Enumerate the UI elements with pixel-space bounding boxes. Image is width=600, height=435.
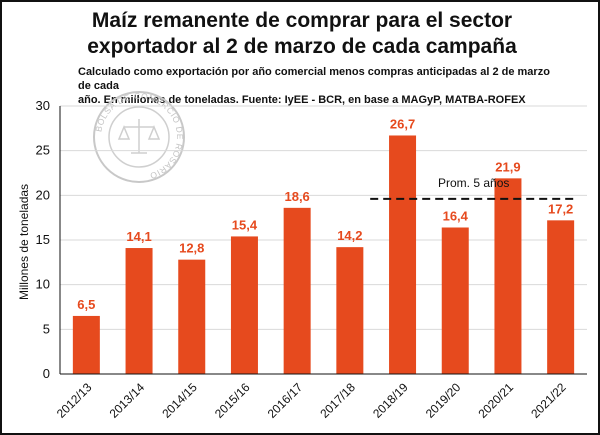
y-axis-label: Millones de toneladas [17,184,31,300]
watermark-seal: BOLSA DE COMERCIO DE ROSARIO [93,91,185,183]
value-label: 6,5 [77,297,95,312]
bars [72,135,575,374]
value-label: 16,4 [443,208,469,223]
value-label: 15,4 [232,217,258,232]
value-label: 12,8 [179,241,204,256]
y-tick-labels: 0 5 10 15 20 25 30 [36,98,50,381]
bar-2013-14 [125,248,153,374]
x-tick-labels: 2012/13 2013/14 2014/15 2015/16 2016/17 2017/… [54,380,569,421]
x-tick-label: 2019/20 [423,380,464,421]
average-label: Prom. 5 años [438,176,509,190]
x-tick-label: 2018/19 [370,380,411,421]
bar-2014-15 [178,259,206,374]
value-label: 14,2 [337,228,362,243]
x-tick-label: 2017/18 [317,380,358,421]
y-tick-label: 0 [43,366,50,381]
x-tick-label: 2012/13 [54,380,95,421]
y-tick-label: 20 [36,187,50,202]
x-tick-label: 2015/16 [212,380,253,421]
axes [59,106,587,375]
chart-title-line2: exportador al 2 de marzo de cada campaña [87,35,517,58]
chart-title-line1: Maíz remanente de comprar para el sector [91,9,513,32]
bar-2019-20 [441,227,469,374]
seal-scales-icon [117,119,161,154]
x-tick-label: 2013/14 [107,380,148,421]
bar-2021-22 [547,220,575,374]
bar-2015-16 [230,236,258,374]
bar-2012-13 [72,315,100,374]
value-label: 21,9 [495,159,520,174]
chart-subtitle-line1: Calculado como exportación por año comer… [78,66,550,92]
value-label: 17,2 [548,201,573,216]
value-label: 26,7 [390,116,415,131]
bar-2018-19 [389,135,417,374]
chart-subtitle-line2: año. En millones de toneladas. Fuente: I… [78,94,526,106]
chart-title: Maíz remanente de comprar para el sector… [2,8,600,60]
bar-2017-18 [336,247,364,374]
y-tick-label: 5 [43,321,50,336]
seal-inner-ring [108,106,170,168]
value-labels: 6,5 14,1 12,8 15,4 18,6 14,2 26,7 16,4 21,9 17,2 [77,116,573,311]
x-tick-label: 2016/17 [265,380,306,421]
value-label: 18,6 [284,189,309,204]
y-tick-label: 30 [36,98,50,113]
y-tick-label: 10 [36,277,50,292]
bar-2020-21 [494,178,522,374]
value-label: 14,1 [126,229,151,244]
bar-2016-17 [283,207,311,374]
x-tick-label: 2014/15 [159,380,200,421]
average-line-group: Prom. 5 años [370,176,579,200]
y-tick-label: 15 [36,232,50,247]
x-tick-label: 2020/21 [475,380,516,421]
seal-outer-ring [93,91,185,183]
x-tick-label: 2021/22 [528,380,569,421]
chart-subtitle: Calculado como exportación por año comer… [78,65,558,107]
y-tick-label: 25 [36,143,50,158]
